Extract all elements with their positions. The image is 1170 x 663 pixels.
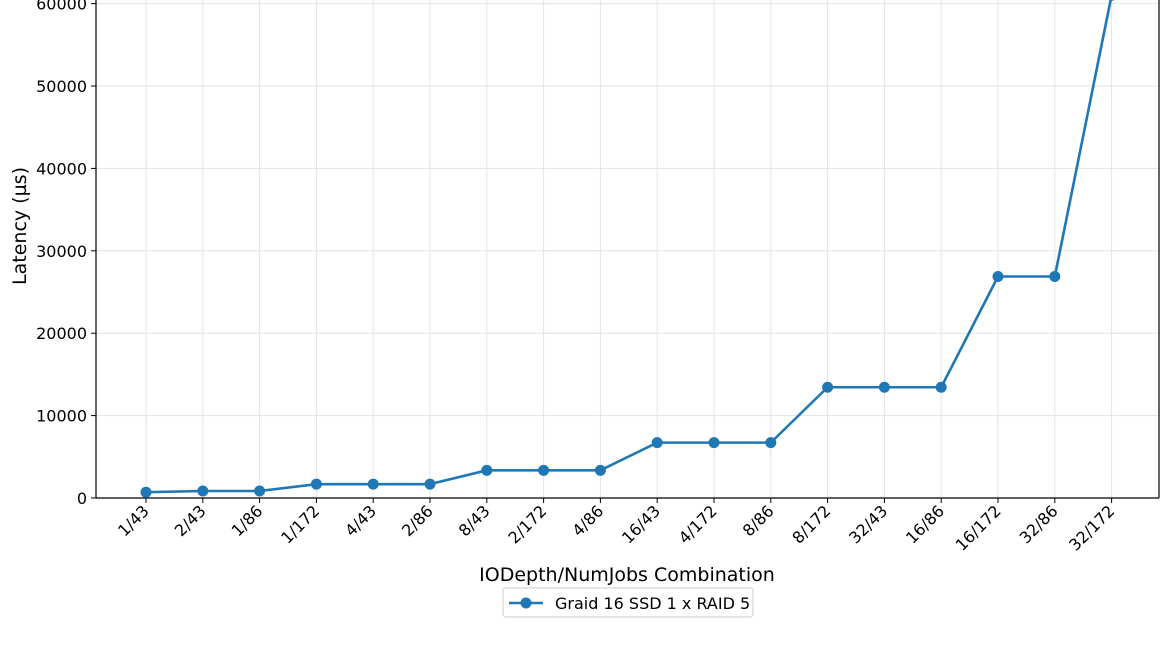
data-point [822, 381, 834, 393]
series-layer [140, 0, 1115, 498]
grid [96, 0, 1159, 499]
data-point [367, 478, 379, 490]
x-tick-label: 32/43 [845, 501, 891, 547]
data-point [992, 271, 1004, 283]
data-point [481, 464, 493, 476]
y-tick-label: 60000 [36, 0, 87, 14]
data-point [651, 437, 663, 449]
data-point [594, 464, 606, 476]
data-point [1108, 0, 1115, 1]
x-tick-label: 16/86 [902, 501, 948, 547]
y-tick-label: 30000 [36, 242, 87, 261]
series-line [145, 0, 1112, 494]
x-tick-label: 2/43 [171, 501, 210, 540]
data-point [310, 478, 322, 490]
y-tick-label: 50000 [36, 77, 87, 96]
x-tick-label: 2/172 [504, 501, 550, 547]
y-axis-label: Latency (µs) [9, 167, 31, 285]
axes [91, 0, 1160, 503]
data-point [878, 381, 890, 393]
data-point [765, 437, 777, 449]
legend-entry-label: Graid 16 SSD 1 x RAID 5 [555, 594, 750, 613]
legend: Graid 16 SSD 1 x RAID 5 [502, 587, 754, 618]
x-tick-label: 1/86 [228, 501, 267, 540]
x-tick-label: 1/172 [277, 501, 323, 547]
x-tick-label: 16/172 [952, 501, 1005, 554]
x-tick-label: 32/172 [1065, 501, 1118, 554]
data-point [140, 486, 152, 498]
x-tick-label: 8/86 [739, 501, 778, 540]
y-tick-label: 10000 [36, 407, 87, 426]
data-point [254, 485, 266, 497]
x-tick-label: 4/86 [568, 501, 607, 540]
data-point [538, 464, 550, 476]
x-tick-label: 2/86 [398, 501, 437, 540]
x-tick-label: 4/43 [341, 501, 380, 540]
x-tick-label: 16/43 [618, 501, 664, 547]
data-point [1049, 271, 1061, 283]
x-tick-label: 32/86 [1016, 501, 1062, 547]
y-tick-label: 0 [77, 489, 87, 508]
legend-frame [502, 587, 754, 618]
data-point [708, 437, 720, 449]
data-point [197, 485, 209, 497]
data-point [424, 478, 436, 490]
data-point [935, 381, 947, 393]
legend-marker-swatch [520, 597, 532, 609]
x-axis-label: IODepth/NumJobs Combination [479, 564, 775, 586]
y-tick-label: 20000 [36, 324, 87, 343]
x-tick-label: 8/172 [788, 501, 834, 547]
x-tick-label: 4/172 [675, 501, 721, 547]
y-tick-label: 40000 [36, 159, 87, 178]
x-tick-label: 8/43 [455, 501, 494, 540]
x-tick-label: 1/43 [114, 501, 153, 540]
